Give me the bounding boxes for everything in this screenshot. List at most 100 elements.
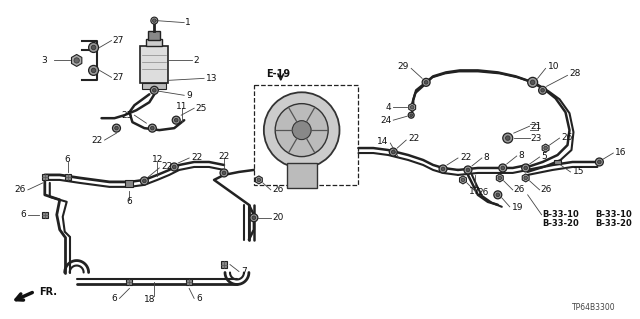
Text: B-33-10: B-33-10: [595, 210, 632, 219]
Circle shape: [150, 126, 154, 130]
Circle shape: [152, 88, 156, 92]
Polygon shape: [497, 174, 503, 182]
Text: 6: 6: [196, 294, 202, 303]
Text: 26: 26: [273, 185, 284, 194]
Circle shape: [524, 176, 527, 180]
Circle shape: [140, 177, 148, 185]
Circle shape: [541, 88, 545, 92]
Polygon shape: [542, 144, 549, 152]
Text: 26: 26: [15, 185, 26, 194]
Text: 23: 23: [531, 134, 542, 143]
Circle shape: [252, 216, 255, 219]
Circle shape: [595, 158, 604, 166]
Text: 18: 18: [143, 295, 155, 304]
Text: 25: 25: [121, 111, 132, 120]
Bar: [42, 174, 48, 180]
Polygon shape: [255, 176, 262, 184]
Circle shape: [113, 124, 120, 132]
Circle shape: [522, 164, 530, 172]
Bar: [142, 83, 166, 89]
Polygon shape: [460, 176, 467, 184]
Circle shape: [88, 65, 99, 75]
Circle shape: [531, 80, 535, 85]
Text: 25: 25: [195, 104, 207, 113]
Circle shape: [148, 124, 156, 132]
Text: B-33-10: B-33-10: [543, 210, 579, 219]
Text: 16: 16: [615, 147, 627, 157]
Circle shape: [422, 78, 430, 86]
Bar: [254, 85, 358, 185]
Text: 2: 2: [193, 56, 199, 65]
Circle shape: [598, 160, 601, 164]
Text: 7: 7: [241, 267, 246, 276]
Text: 26: 26: [561, 133, 573, 142]
Circle shape: [496, 193, 500, 197]
Text: 6: 6: [65, 155, 70, 165]
Text: 6: 6: [20, 210, 26, 219]
Circle shape: [539, 86, 547, 94]
Text: 21: 21: [531, 122, 542, 131]
Text: FR.: FR.: [39, 287, 57, 297]
Circle shape: [151, 17, 158, 24]
Text: 6: 6: [127, 197, 132, 206]
Circle shape: [441, 167, 445, 171]
Text: 22: 22: [161, 162, 173, 172]
Circle shape: [172, 165, 176, 169]
Text: 22: 22: [191, 152, 202, 161]
Circle shape: [250, 214, 258, 222]
Text: 12: 12: [152, 155, 163, 165]
Circle shape: [410, 114, 413, 116]
Circle shape: [424, 81, 428, 84]
Text: 26: 26: [514, 185, 525, 194]
Polygon shape: [409, 103, 415, 111]
Text: 22: 22: [92, 136, 102, 145]
Text: TP64B3300: TP64B3300: [572, 303, 615, 312]
Circle shape: [503, 133, 513, 143]
Circle shape: [115, 126, 118, 130]
Bar: [125, 181, 133, 187]
Text: 26: 26: [477, 188, 488, 197]
Polygon shape: [72, 55, 82, 66]
Circle shape: [501, 166, 504, 170]
Circle shape: [88, 42, 99, 52]
Circle shape: [292, 121, 311, 140]
Circle shape: [461, 178, 465, 182]
Text: 15: 15: [572, 167, 584, 176]
Text: 8: 8: [484, 152, 490, 161]
Circle shape: [527, 78, 538, 87]
Text: 20: 20: [273, 213, 284, 222]
Circle shape: [92, 45, 96, 50]
Circle shape: [498, 176, 502, 180]
Bar: [42, 212, 48, 218]
Circle shape: [544, 146, 547, 150]
Bar: [140, 46, 168, 83]
Text: 1: 1: [185, 18, 191, 27]
Text: 19: 19: [512, 203, 524, 212]
Circle shape: [152, 19, 156, 22]
Polygon shape: [522, 174, 529, 182]
Circle shape: [222, 171, 226, 175]
Circle shape: [408, 112, 414, 118]
Text: 11: 11: [177, 102, 188, 111]
Circle shape: [392, 150, 395, 154]
Circle shape: [257, 178, 260, 182]
Circle shape: [220, 169, 228, 177]
Bar: [65, 174, 70, 180]
Circle shape: [74, 58, 79, 63]
Circle shape: [499, 164, 507, 172]
Text: 27: 27: [113, 36, 124, 45]
Circle shape: [466, 168, 470, 172]
Text: 6: 6: [112, 294, 118, 303]
Bar: [127, 279, 132, 286]
Circle shape: [143, 179, 146, 183]
Circle shape: [92, 68, 96, 73]
Text: 28: 28: [570, 69, 581, 78]
Bar: [287, 163, 317, 188]
Text: 29: 29: [398, 62, 409, 71]
Text: 3: 3: [41, 56, 47, 65]
Circle shape: [464, 166, 472, 174]
Circle shape: [170, 163, 178, 171]
Circle shape: [172, 116, 180, 124]
Circle shape: [264, 92, 339, 168]
Text: 9: 9: [186, 91, 192, 100]
